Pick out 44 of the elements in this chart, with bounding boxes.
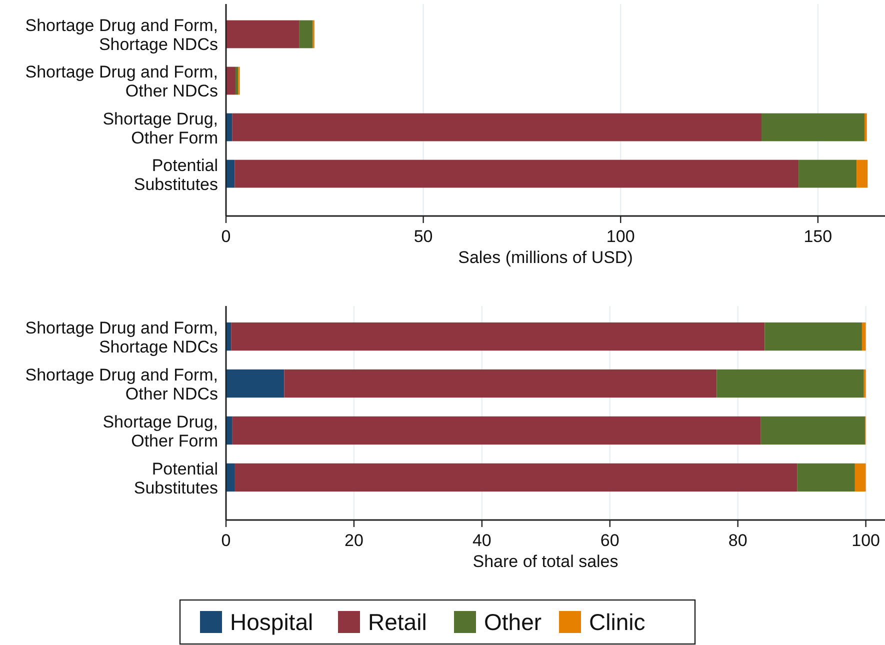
legend-label: Retail bbox=[368, 609, 427, 635]
bar bbox=[226, 20, 300, 48]
bar bbox=[232, 416, 761, 445]
bar bbox=[231, 322, 765, 351]
legend-label: Clinic bbox=[589, 609, 646, 635]
x-axis-title: Sales (millions of USD) bbox=[458, 248, 633, 267]
y-tick-label: Shortage Drug, Other Form bbox=[102, 412, 218, 450]
bar bbox=[761, 113, 864, 142]
x-tick-label: 100 bbox=[606, 227, 635, 246]
bar bbox=[299, 20, 313, 48]
y-tick-label: Shortage Drug and Form, Shortage NDCs bbox=[25, 318, 218, 356]
bar bbox=[797, 463, 855, 492]
y-tick-label: Shortage Drug and Form, Other NDCs bbox=[25, 62, 218, 100]
bar bbox=[234, 463, 798, 492]
bar bbox=[716, 369, 864, 398]
legend-label: Other bbox=[484, 609, 542, 635]
x-tick-label: 0 bbox=[221, 531, 231, 550]
bar bbox=[856, 160, 868, 188]
bar bbox=[862, 322, 866, 351]
y-tick-label: Potential Substitutes bbox=[134, 458, 218, 497]
bar bbox=[764, 322, 862, 351]
y-tick-label: Shortage Drug and Form, Shortage NDCs bbox=[25, 16, 218, 54]
y-tick-label: Shortage Drug, Other Form bbox=[102, 108, 218, 147]
bar bbox=[234, 160, 799, 188]
bar bbox=[760, 416, 866, 445]
x-tick-label: 80 bbox=[728, 531, 748, 550]
bar bbox=[864, 113, 867, 142]
x-tick-label: 0 bbox=[221, 227, 231, 246]
x-tick-label: 60 bbox=[600, 531, 620, 550]
x-tick-label: 100 bbox=[852, 531, 880, 550]
bar bbox=[226, 66, 236, 95]
bar bbox=[854, 463, 866, 492]
y-tick-label: Shortage Drug and Form, Other NDCs bbox=[25, 365, 218, 404]
y-tick-label: Potential Substitutes bbox=[134, 155, 218, 194]
bar bbox=[284, 369, 717, 398]
x-tick-label: 20 bbox=[344, 531, 364, 550]
legend-label: Hospital bbox=[230, 609, 314, 635]
x-tick-label: 150 bbox=[804, 227, 832, 246]
bar bbox=[798, 160, 857, 188]
bar bbox=[226, 369, 284, 398]
bar bbox=[232, 113, 762, 142]
x-tick-label: 40 bbox=[472, 531, 492, 550]
x-axis-title: Share of total sales bbox=[472, 552, 618, 571]
x-tick-label: 50 bbox=[414, 227, 433, 246]
